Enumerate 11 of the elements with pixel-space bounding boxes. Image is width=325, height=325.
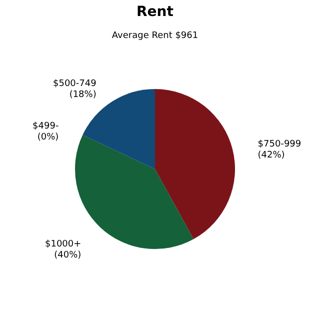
data-label: (40%) bbox=[54, 250, 82, 260]
data-label: (18%) bbox=[69, 90, 96, 100]
data-label: (42%) bbox=[258, 150, 285, 161]
chart-title: Rent bbox=[136, 4, 174, 20]
slice-label: $750-999 bbox=[258, 140, 302, 150]
text: (0%) bbox=[37, 132, 59, 143]
slice-label: $500-749 bbox=[53, 78, 97, 89]
slice-label: $1000+ bbox=[45, 239, 82, 250]
chart-subtitle: Average Rent $961 bbox=[112, 31, 198, 41]
category-label: $499- bbox=[32, 122, 59, 132]
pie-slice bbox=[155, 89, 235, 240]
